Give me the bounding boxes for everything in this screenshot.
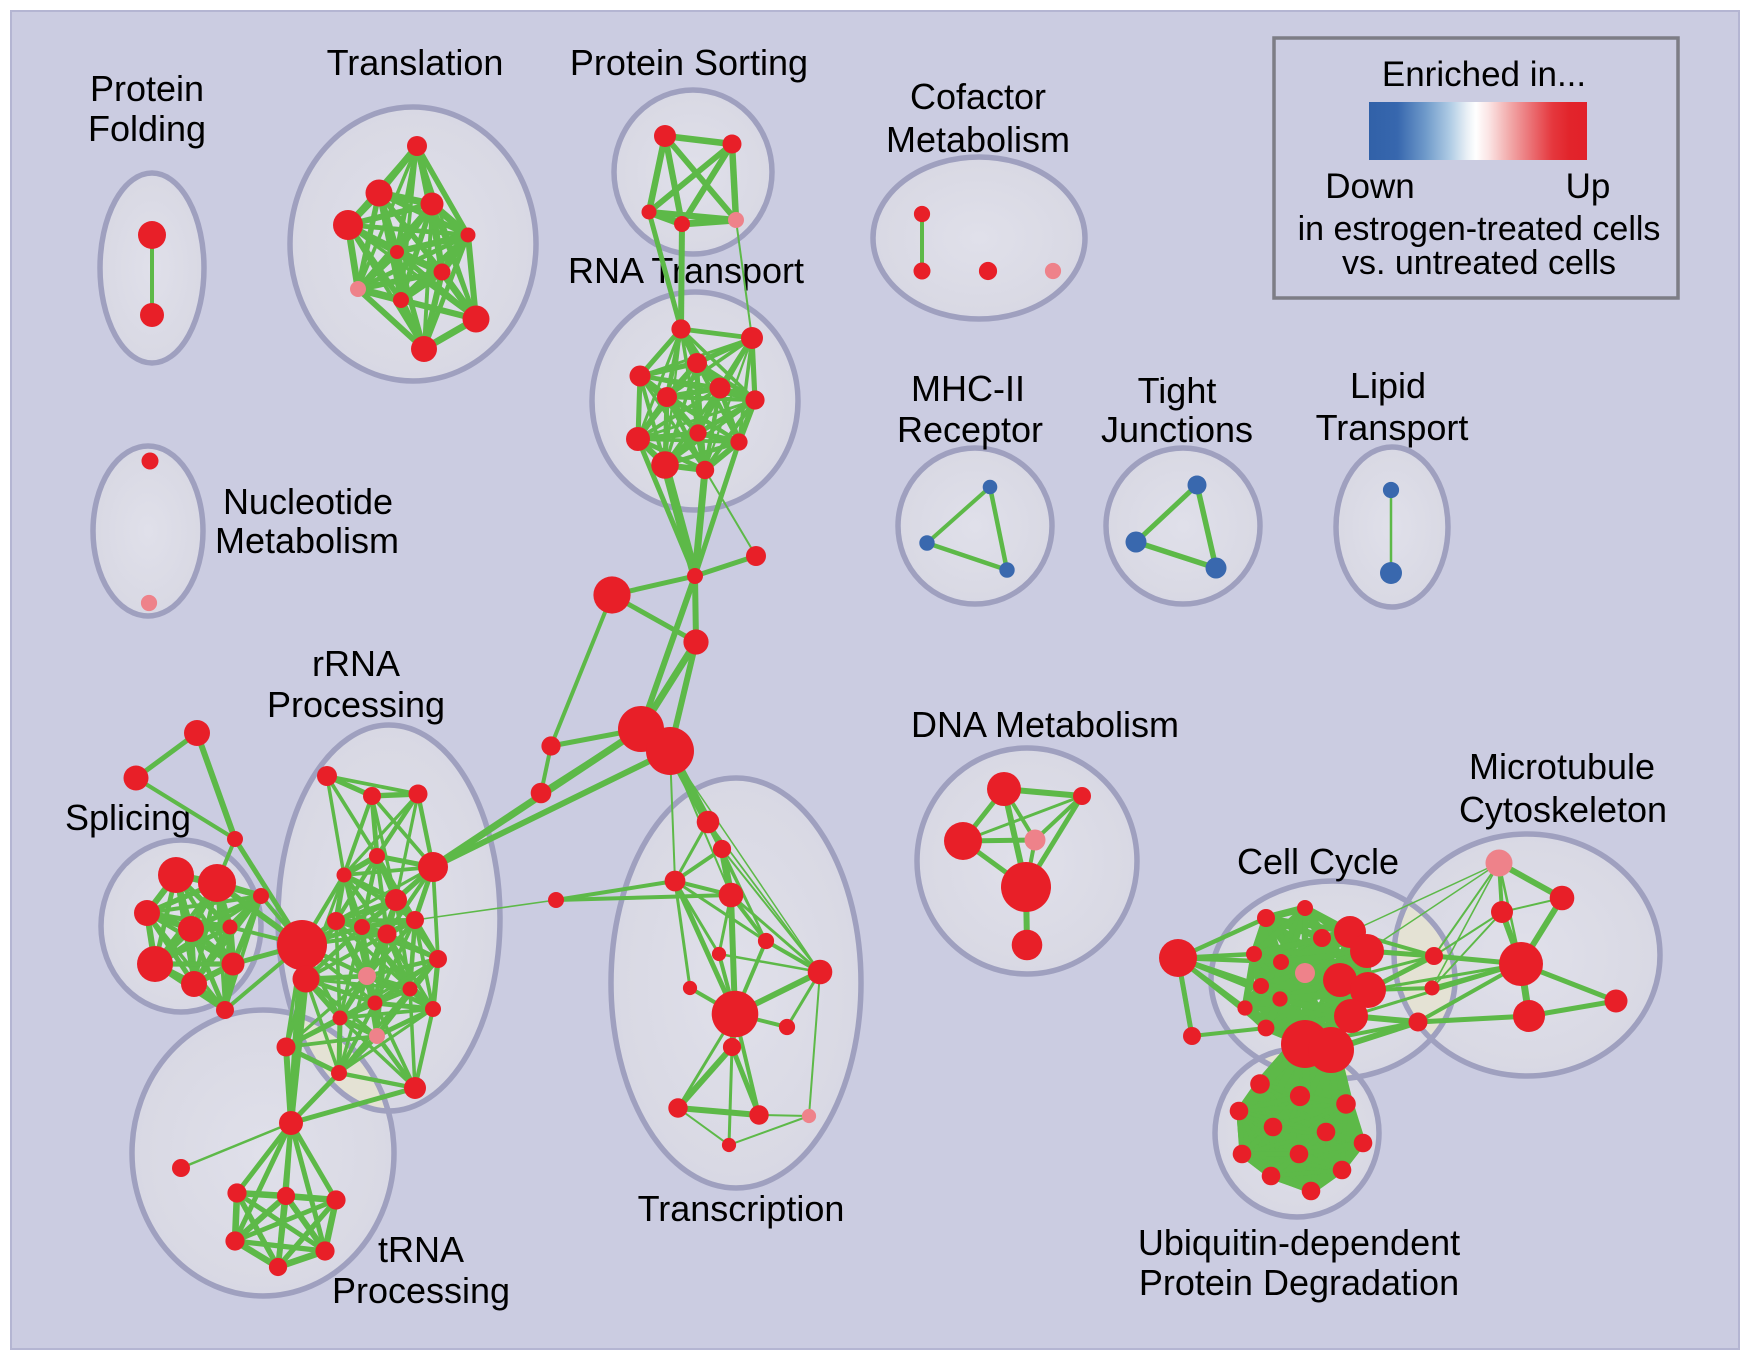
svg-text:Junctions: Junctions xyxy=(1101,409,1253,450)
svg-text:Ubiquitin-dependent: Ubiquitin-dependent xyxy=(1138,1222,1460,1263)
svg-text:Up: Up xyxy=(1566,167,1611,206)
svg-text:RNA Transport: RNA Transport xyxy=(568,250,804,291)
svg-text:Transcription: Transcription xyxy=(638,1188,845,1229)
svg-text:Protein Sorting: Protein Sorting xyxy=(570,42,808,83)
svg-text:rRNA: rRNA xyxy=(312,643,400,684)
svg-text:Processing: Processing xyxy=(332,1270,510,1311)
svg-text:Splicing: Splicing xyxy=(65,797,191,838)
svg-text:Processing: Processing xyxy=(267,684,445,725)
svg-text:vs. untreated cells: vs. untreated cells xyxy=(1342,244,1616,282)
svg-text:in estrogen-treated cells: in estrogen-treated cells xyxy=(1298,210,1661,248)
svg-text:DNA Metabolism: DNA Metabolism xyxy=(911,704,1179,745)
svg-text:Lipid: Lipid xyxy=(1350,365,1426,406)
svg-text:Metabolism: Metabolism xyxy=(886,119,1070,160)
svg-text:Nucleotide: Nucleotide xyxy=(223,481,393,522)
svg-text:Cofactor: Cofactor xyxy=(910,76,1046,117)
svg-text:MHC-II: MHC-II xyxy=(911,368,1025,409)
svg-text:Receptor: Receptor xyxy=(897,409,1043,450)
svg-text:Protein: Protein xyxy=(90,68,204,109)
svg-text:Cell Cycle: Cell Cycle xyxy=(1237,841,1399,882)
svg-text:Transport: Transport xyxy=(1316,407,1469,448)
svg-text:Protein Degradation: Protein Degradation xyxy=(1139,1262,1459,1303)
svg-text:Tight: Tight xyxy=(1138,370,1217,411)
svg-text:Metabolism: Metabolism xyxy=(215,520,399,561)
svg-text:tRNA: tRNA xyxy=(378,1229,464,1270)
svg-text:Folding: Folding xyxy=(88,108,206,149)
svg-text:Translation: Translation xyxy=(327,42,504,83)
svg-text:Cytoskeleton: Cytoskeleton xyxy=(1459,789,1667,830)
svg-text:Down: Down xyxy=(1325,167,1414,206)
svg-text:Microtubule: Microtubule xyxy=(1469,746,1655,787)
svg-text:Enriched in...: Enriched in... xyxy=(1382,55,1586,94)
